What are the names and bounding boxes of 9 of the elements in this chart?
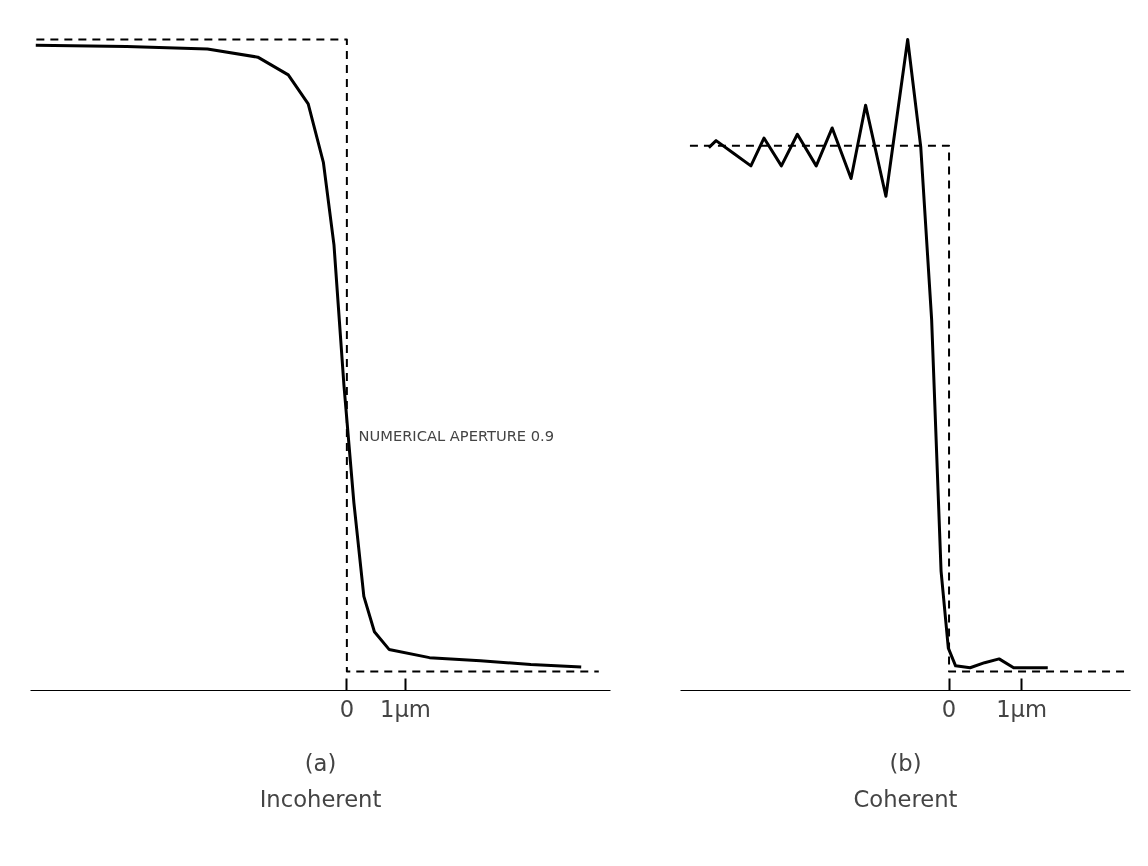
annotation: NUMERICAL APERTURE 0.9 — [358, 426, 555, 444]
x-axis-title: (a) — [304, 749, 337, 776]
x-axis-title: (b) — [889, 749, 922, 776]
x-tick-label: 0 — [941, 695, 957, 722]
text: Incoherent — [259, 785, 382, 812]
x-tick-label: 1µm — [996, 695, 1048, 722]
text: Coherent — [853, 785, 958, 812]
x-tick-label: 1µm — [380, 695, 431, 722]
x-tick-label: 0 — [339, 695, 355, 722]
